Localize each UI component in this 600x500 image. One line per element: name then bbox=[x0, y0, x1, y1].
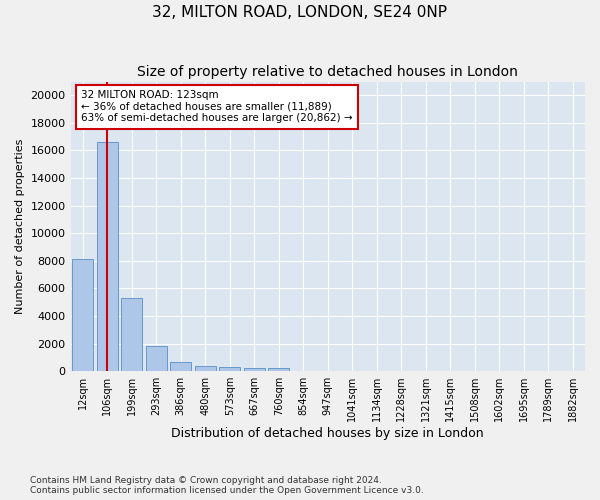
Bar bbox=[244, 368, 265, 371]
Bar bbox=[73, 260, 93, 371]
Bar bbox=[220, 368, 240, 371]
Title: Size of property relative to detached houses in London: Size of property relative to detached ho… bbox=[137, 65, 518, 79]
Y-axis label: Number of detached properties: Number of detached properties bbox=[15, 138, 25, 314]
X-axis label: Distribution of detached houses by size in London: Distribution of detached houses by size … bbox=[172, 427, 484, 440]
Bar bbox=[195, 366, 215, 371]
Text: 32 MILTON ROAD: 123sqm
← 36% of detached houses are smaller (11,889)
63% of semi: 32 MILTON ROAD: 123sqm ← 36% of detached… bbox=[81, 90, 352, 124]
Text: Contains HM Land Registry data © Crown copyright and database right 2024.
Contai: Contains HM Land Registry data © Crown c… bbox=[30, 476, 424, 495]
Bar bbox=[268, 368, 289, 371]
Bar bbox=[121, 298, 142, 371]
Bar bbox=[146, 346, 167, 371]
Text: 32, MILTON ROAD, LONDON, SE24 0NP: 32, MILTON ROAD, LONDON, SE24 0NP bbox=[152, 5, 448, 20]
Bar bbox=[170, 362, 191, 371]
Bar bbox=[97, 142, 118, 371]
